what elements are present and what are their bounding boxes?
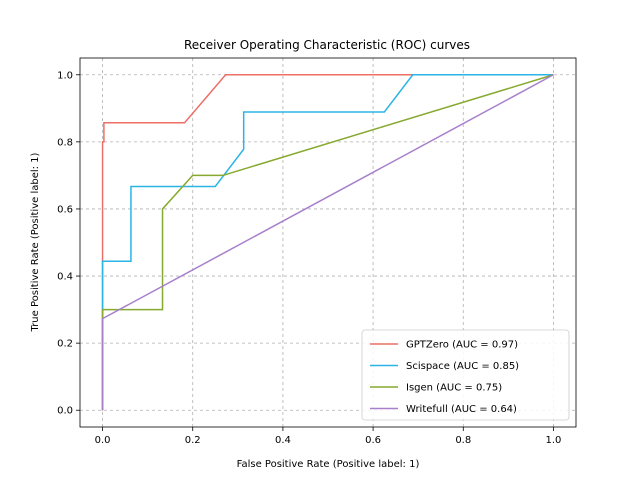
roc-curve-3 — [101, 74, 554, 411]
y-tick-label: 0.4 — [57, 272, 73, 283]
legend-entry: Scispace (AUC = 0.85) — [406, 361, 519, 372]
y-tick-label: 0.0 — [57, 406, 73, 417]
plot-frame — [79, 57, 577, 428]
legend-entry: GPTZero (AUC = 0.97) — [406, 340, 518, 351]
chart-title: Receiver Operating Characteristic (ROC) … — [184, 38, 470, 52]
x-axis-label: False Positive Rate (Positive label: 1) — [237, 459, 420, 470]
x-tick-label: 0.4 — [275, 435, 291, 446]
x-tick-label: 0.2 — [185, 435, 201, 446]
roc-curve-1 — [101, 74, 554, 411]
y-axis-label: True Positive Rate (Positive label: 1) — [30, 152, 41, 332]
legend-entry: Writefull (AUC = 0.64) — [406, 404, 517, 415]
series-layer — [101, 74, 554, 411]
x-tick-label: 1.0 — [546, 435, 562, 446]
y-tick-label: 1.0 — [57, 70, 73, 81]
x-tick-label: 0.6 — [365, 435, 381, 446]
legend-box — [361, 329, 570, 421]
ticks: 0.0 0.2 0.4 0.6 0.8 1.0 0.0 0.2 0.4 0.6 0.8 1.0 — [57, 70, 561, 446]
y-tick-label: 0.2 — [57, 339, 73, 350]
legend-entry: Isgen (AUC = 0.75) — [406, 383, 502, 394]
y-tick-label: 0.8 — [57, 137, 73, 148]
roc-curve-4 — [101, 74, 554, 411]
legend: GPTZero (AUC = 0.97) Scispace (AUC = 0.85… — [361, 329, 570, 421]
y-tick-label: 0.6 — [57, 204, 73, 215]
x-tick-label: 0.0 — [95, 435, 111, 446]
x-tick-label: 0.8 — [455, 435, 471, 446]
roc-curve-2 — [101, 74, 554, 411]
